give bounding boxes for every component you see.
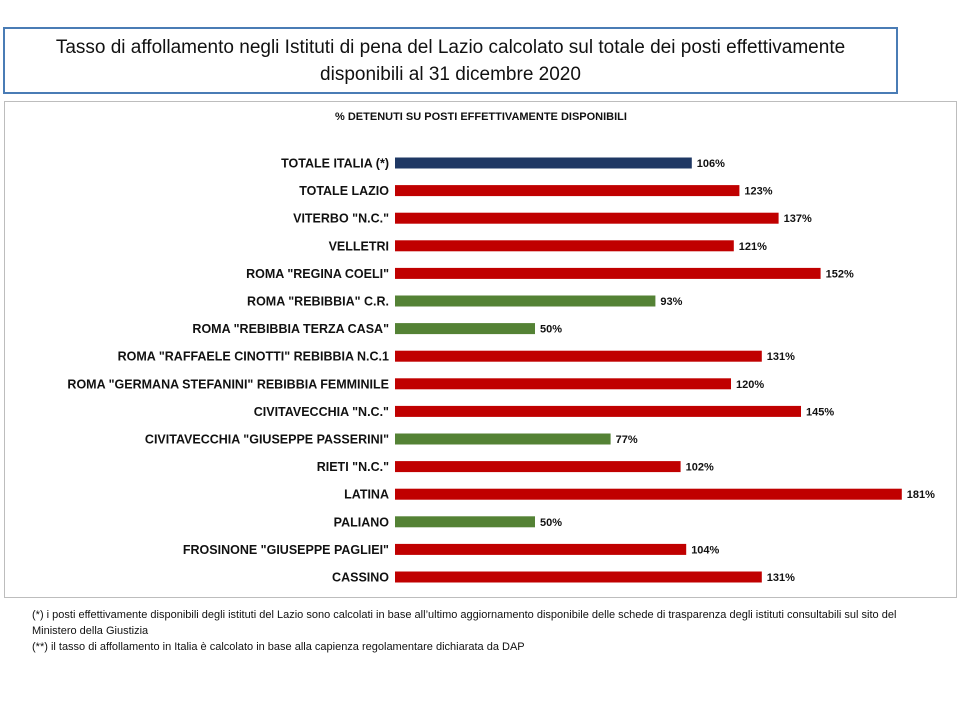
value-label: 145% bbox=[806, 406, 834, 418]
bar bbox=[395, 571, 762, 583]
value-label: 93% bbox=[660, 296, 682, 308]
bar bbox=[395, 516, 535, 528]
value-label: 181% bbox=[907, 489, 935, 501]
category-label: PALIANO bbox=[334, 515, 390, 529]
category-label: ROMA "RAFFAELE CINOTTI" REBIBBIA N.C.1 bbox=[118, 350, 389, 364]
bar bbox=[395, 295, 656, 307]
bar bbox=[395, 350, 762, 362]
value-label: 152% bbox=[826, 268, 854, 280]
page-title: Tasso di affollamento negli Istituti di … bbox=[55, 36, 846, 85]
bars-layer: TOTALE ITALIA (*) 106% TOTALE LAZIO 123% VIT… bbox=[67, 157, 935, 585]
category-label: LATINA bbox=[344, 488, 389, 502]
value-label: 131% bbox=[767, 351, 795, 363]
category-label: CIVITAVECCHIA "N.C." bbox=[254, 405, 389, 419]
category-label: FROSINONE "GIUSEPPE PAGLIEI" bbox=[183, 543, 389, 557]
footnote-2: (**) il tasso di affollamento in Italia … bbox=[32, 641, 525, 653]
bar bbox=[395, 461, 681, 473]
chart-panel: % DETENUTI SU POSTI EFFETTIVAMENTE DISPO… bbox=[4, 101, 957, 598]
bar bbox=[395, 267, 821, 279]
category-label: TOTALE ITALIA (*) bbox=[281, 157, 389, 171]
footnote-1: (*) i posti effettivamente disponibili d… bbox=[32, 609, 897, 637]
category-label: VELLETRI bbox=[329, 239, 389, 253]
value-label: 123% bbox=[744, 186, 772, 198]
bar bbox=[395, 323, 535, 335]
category-label: RIETI "N.C." bbox=[317, 460, 389, 474]
category-label: ROMA "REBIBBIA" C.R. bbox=[247, 295, 389, 309]
value-label: 104% bbox=[691, 544, 719, 556]
category-label: VITERBO "N.C." bbox=[293, 212, 389, 226]
bar bbox=[395, 488, 902, 500]
footnotes: (*) i posti effettivamente disponibili d… bbox=[32, 607, 932, 655]
value-label: 121% bbox=[739, 241, 767, 253]
category-label: CASSINO bbox=[332, 571, 389, 585]
chart-title: % DETENUTI SU POSTI EFFETTIVAMENTE DISPO… bbox=[335, 111, 627, 123]
title-box: Tasso di affollamento negli Istituti di … bbox=[3, 27, 898, 94]
bar-chart: % DETENUTI SU POSTI EFFETTIVAMENTE DISPO… bbox=[67, 111, 935, 585]
value-label: 137% bbox=[784, 213, 812, 225]
bar bbox=[395, 185, 740, 197]
bar bbox=[395, 433, 611, 445]
bar bbox=[395, 543, 687, 555]
value-label: 77% bbox=[616, 434, 638, 446]
category-label: ROMA "REBIBBIA TERZA CASA" bbox=[192, 322, 389, 336]
bar bbox=[395, 378, 731, 390]
bar bbox=[395, 212, 779, 224]
category-label: CIVITAVECCHIA "GIUSEPPE PASSERINI" bbox=[145, 433, 389, 447]
value-label: 50% bbox=[540, 324, 562, 336]
bar bbox=[395, 240, 734, 252]
bar bbox=[395, 405, 801, 417]
value-label: 120% bbox=[736, 379, 764, 391]
category-label: TOTALE LAZIO bbox=[299, 184, 389, 198]
value-label: 50% bbox=[540, 517, 562, 529]
category-label: ROMA "REGINA COELI" bbox=[246, 267, 389, 281]
bar bbox=[395, 157, 692, 169]
value-label: 102% bbox=[686, 462, 714, 474]
category-label: ROMA "GERMANA STEFANINI" REBIBBIA FEMMIN… bbox=[67, 377, 389, 391]
value-label: 131% bbox=[767, 572, 795, 584]
value-label: 106% bbox=[697, 158, 725, 170]
